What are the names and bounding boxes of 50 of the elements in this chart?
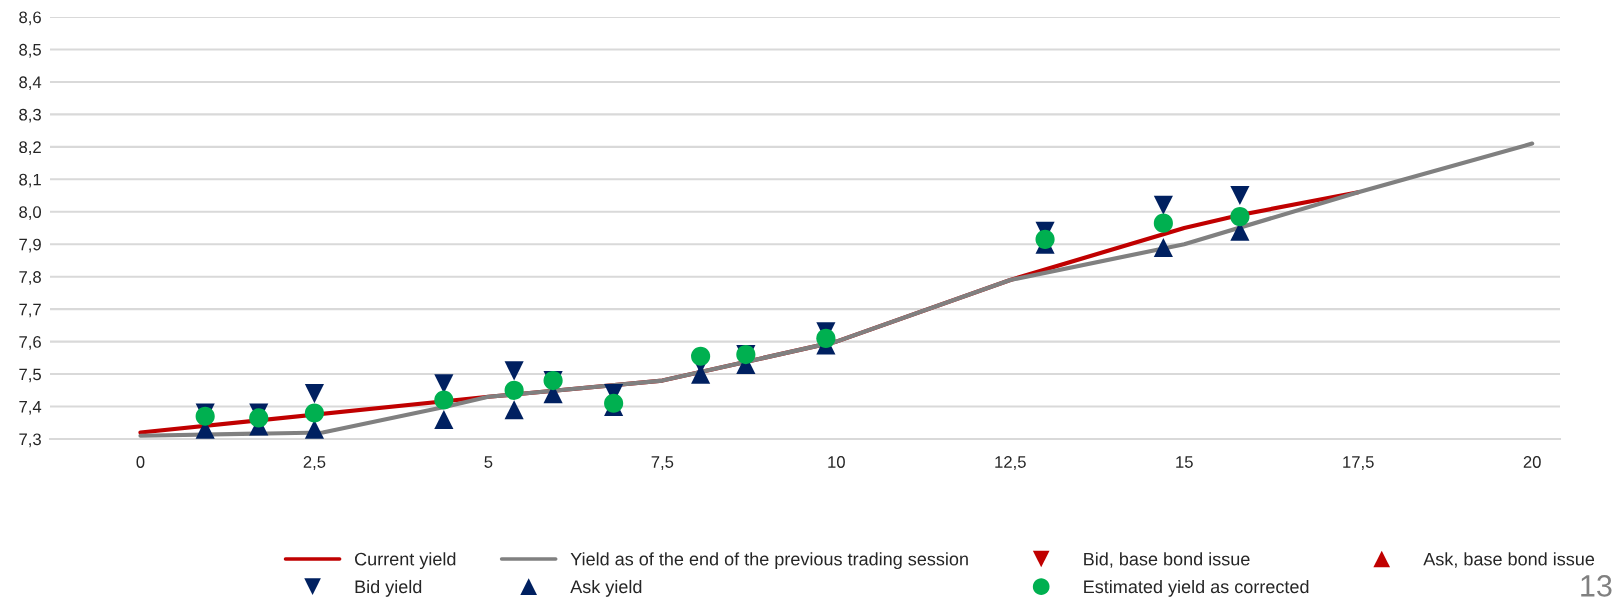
x-tick-label: 7,5 — [651, 456, 674, 470]
point — [816, 328, 836, 348]
y-tick-label: 8,4 — [19, 76, 42, 91]
point — [249, 408, 269, 428]
point — [504, 380, 524, 400]
y-tick-label: 7,4 — [19, 401, 42, 415]
y-tick-label: 7,5 — [19, 368, 41, 383]
y-tick-label: 8,0 — [19, 206, 42, 220]
point — [304, 419, 324, 439]
line-series — [138, 141, 1535, 438]
legend-label: Bid yield — [355, 579, 422, 597]
point — [434, 374, 454, 394]
y-tick-label: 7,7 — [19, 303, 41, 318]
y-tick-label: 8,2 — [19, 141, 41, 156]
x-tick-label: 2,5 — [303, 456, 326, 470]
point — [304, 383, 324, 404]
y-tick-label: 8,5 — [19, 43, 41, 58]
point — [504, 361, 524, 381]
x-tick-label: 12,5 — [995, 456, 1026, 470]
x-tick-label: 20 — [1523, 456, 1541, 468]
y-tick-label: 8,1 — [19, 173, 41, 188]
y-tick-label: 8,6 — [19, 11, 41, 26]
point — [691, 346, 711, 366]
x-tick-label: 15 — [1176, 456, 1193, 468]
x-tick-label: 5 — [484, 456, 493, 468]
point — [1153, 195, 1173, 215]
legend-label: Bid, base bond issue — [1084, 552, 1250, 568]
point — [1230, 207, 1250, 227]
legend-label: Ask, base bond issue — [1423, 552, 1595, 568]
y-tick-label: 7,8 — [19, 271, 41, 285]
point — [434, 409, 454, 430]
x-tick-label: 10 — [828, 456, 845, 468]
point — [504, 400, 524, 420]
text: 13 — [1581, 575, 1612, 597]
y-tick-label: 8,3 — [19, 108, 41, 123]
point — [434, 390, 454, 410]
point — [304, 403, 324, 423]
x-tick-label: 17,5 — [1343, 456, 1374, 470]
y-tick-label: 7,3 — [19, 433, 41, 448]
legend-label: Current yield — [355, 552, 456, 570]
point — [1035, 229, 1055, 249]
x-tick-label: 0 — [136, 456, 145, 468]
legend-label: Ask yield — [570, 579, 642, 597]
point — [1153, 213, 1173, 233]
point — [1153, 237, 1173, 258]
legend-label: Yield as of the end of the previous trading session — [570, 552, 968, 570]
point — [1230, 185, 1250, 206]
y-tick-label: 7,6 — [19, 336, 41, 350]
legend-label: Estimated yield as corrected — [1084, 579, 1309, 597]
y-tick-label: 7,9 — [19, 238, 41, 253]
